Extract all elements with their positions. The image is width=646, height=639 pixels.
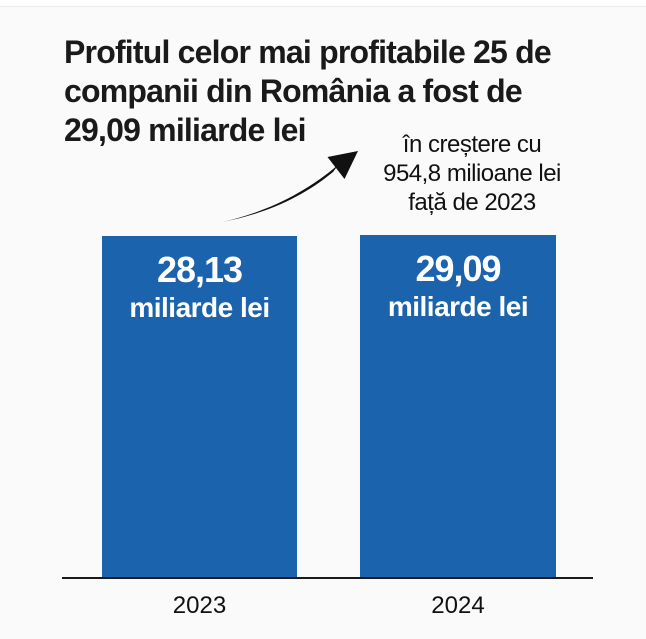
x-tick-2023: 2023 (172, 592, 227, 619)
growth-arrow-icon (222, 151, 358, 222)
bar-unit-label: miliarde lei (387, 291, 529, 322)
growth-annotation-line-2: 954,8 milioane lei (383, 160, 561, 187)
bar-2024: 29,09 miliarde lei (360, 235, 556, 578)
x-tick-2024: 2024 (431, 592, 485, 619)
growth-annotation-line-3: față de 2023 (408, 189, 536, 216)
bar-2023: 28,13 miliarde lei (102, 236, 297, 578)
chart-title: Profitul celor mai profitabile 25 de com… (64, 33, 624, 150)
bar-value-label: 28,13 (156, 249, 243, 290)
top-margin-strip (0, 0, 646, 7)
bar-value-label: 29,09 (415, 248, 501, 289)
growth-annotation: în creștere cu 954,8 milioane lei față d… (352, 130, 592, 217)
chart-title-line-1: Profitul celor mai profitabile 25 de (64, 34, 552, 71)
bar-unit-label: miliarde lei (129, 292, 270, 323)
chart-title-line-3: 29,09 miliarde lei (64, 112, 307, 149)
chart-title-line-2: companii din România a fost de (64, 73, 523, 110)
growth-annotation-line-1: în creștere cu (402, 131, 542, 158)
x-axis-line (62, 577, 593, 579)
